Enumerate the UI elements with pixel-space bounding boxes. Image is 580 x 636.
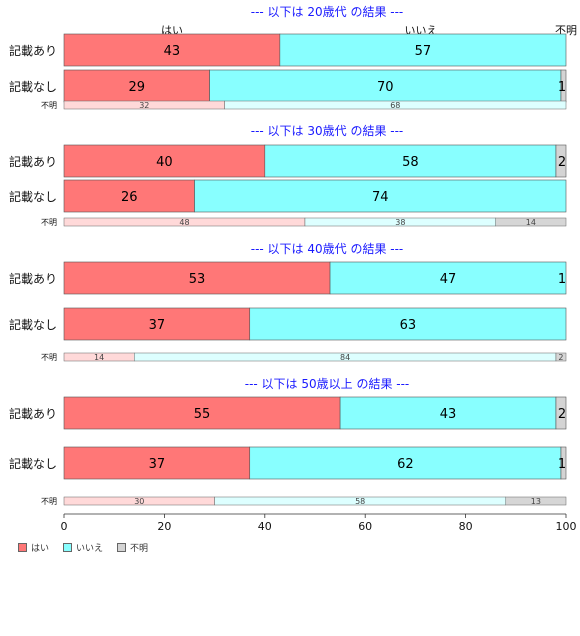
bar-value-label: 2: [558, 155, 566, 170]
x-tick-label: 100: [556, 520, 577, 533]
bar-segment-yes: [63, 179, 195, 213]
bar-segment-unknown: [560, 446, 567, 480]
legend-swatch-unknown: [117, 543, 127, 552]
x-tick-label: 60: [358, 520, 372, 533]
minor-segment-unknown: [555, 352, 567, 362]
legend-item-yes: はい: [18, 541, 49, 554]
bar-value-label: 37: [149, 318, 166, 333]
row-label: 記載なし: [9, 79, 57, 94]
bar-value-label: 62: [397, 457, 414, 472]
chart-legend: はい いいえ 不明: [18, 541, 148, 554]
bar-value-label: 26: [121, 190, 138, 205]
x-tick-label: 20: [157, 520, 171, 533]
bar-value-label: 57: [415, 44, 432, 59]
bar-segment-unknown: [555, 396, 567, 430]
bar-segment-yes: [63, 396, 341, 430]
minor-value-label: 68: [390, 101, 400, 110]
row-label: 記載あり: [9, 271, 57, 286]
bar-segment-no: [249, 307, 567, 341]
bar-segment-yes: [63, 33, 281, 67]
minor-row-label: 不明: [41, 101, 57, 110]
minor-value-label: 30: [134, 497, 144, 506]
bar-value-label: 70: [377, 80, 394, 95]
bar-segment-no: [339, 396, 557, 430]
minor-value-label: 84: [340, 353, 350, 362]
minor-row-label: 不明: [41, 353, 57, 362]
bar-value-label: 53: [189, 272, 206, 287]
minor-value-label: 14: [526, 218, 536, 227]
legend-item-unknown: 不明: [117, 541, 148, 554]
legend-label-unknown: 不明: [130, 544, 149, 554]
bar-value-label: 2: [558, 407, 566, 422]
bar-segment-no: [194, 179, 567, 213]
bar-segment-no: [209, 69, 562, 103]
row-label: 記載なし: [9, 456, 57, 471]
bar-segment-yes: [63, 446, 251, 480]
bar-segment-no: [249, 446, 562, 480]
bar-segment-yes: [63, 261, 331, 295]
legend-label-yes: はい: [31, 544, 50, 554]
minor-segment-unknown: [495, 217, 567, 227]
minor-value-label: 2: [558, 353, 563, 362]
minor-row-label: 不明: [41, 497, 57, 506]
bar-value-label: 29: [129, 80, 146, 95]
bar-value-label: 63: [400, 318, 417, 333]
bar-value-label: 43: [440, 407, 457, 422]
minor-segment-unknown: [505, 496, 567, 506]
bar-value-label: 58: [402, 155, 419, 170]
minor-segment-no: [224, 100, 567, 110]
bar-segment-unknown: [555, 144, 567, 178]
bar-segment-no: [279, 33, 567, 67]
x-tick-label: 80: [459, 520, 473, 533]
bar-value-label: 1: [558, 80, 566, 95]
bar-value-label: 37: [149, 457, 166, 472]
x-tick-label: 0: [61, 520, 68, 533]
bar-value-label: 1: [558, 272, 566, 287]
row-label: 記載なし: [9, 189, 57, 204]
bar-segment-yes: [63, 307, 251, 341]
group-title-2: --- 以下は 30歳代 の結果 ---: [251, 124, 404, 138]
legend-swatch-no: [63, 543, 73, 552]
row-label: 記載あり: [9, 154, 57, 169]
legend-swatch-yes: [18, 543, 27, 552]
minor-row-label: 不明: [41, 218, 57, 227]
minor-value-label: 14: [94, 353, 104, 362]
minor-value-label: 48: [179, 218, 189, 227]
x-tick-label: 40: [258, 520, 272, 533]
row-label: 記載あり: [9, 43, 57, 58]
bar-value-label: 1: [558, 457, 566, 472]
bar-value-label: 40: [156, 155, 173, 170]
minor-value-label: 32: [139, 101, 149, 110]
bar-segment-yes: [63, 144, 266, 178]
minor-value-label: 13: [531, 497, 541, 506]
row-label: 記載なし: [9, 317, 57, 332]
bar-value-label: 47: [440, 272, 457, 287]
group-title-4: --- 以下は 50歳以上 の結果 ---: [245, 377, 410, 391]
row-label: 記載あり: [9, 406, 57, 421]
bar-value-label: 74: [372, 190, 389, 205]
minor-value-label: 58: [355, 497, 365, 506]
bar-value-label: 43: [164, 44, 181, 59]
legend-label-no: いいえ: [76, 544, 104, 554]
minor-value-label: 38: [395, 218, 405, 227]
legend-item-no: いいえ: [63, 541, 103, 554]
group-title-3: --- 以下は 40歳代 の結果 ---: [251, 242, 404, 256]
bar-segment-no: [264, 144, 557, 178]
bar-value-label: 55: [194, 407, 211, 422]
group-title-1: --- 以下は 20歳代 の結果 ---: [251, 5, 404, 19]
bar-segment-no: [329, 261, 567, 295]
